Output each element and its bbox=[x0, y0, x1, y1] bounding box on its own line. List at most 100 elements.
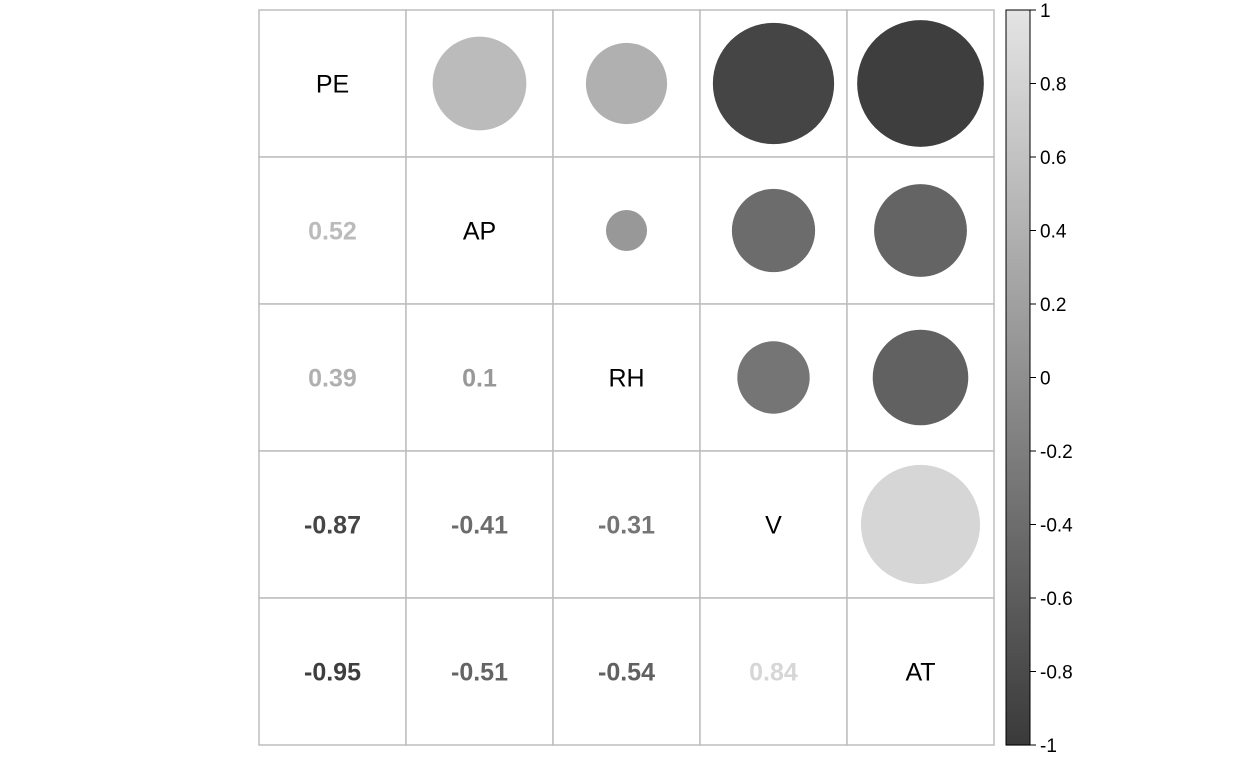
colorbar-gradient-segment bbox=[1006, 149, 1030, 154]
colorbar-gradient-segment bbox=[1006, 620, 1030, 625]
colorbar-gradient-segment bbox=[1006, 557, 1030, 562]
colorbar-tick-label: 0.4 bbox=[1040, 222, 1067, 243]
correlation-value-label: -0.95 bbox=[304, 659, 361, 687]
correlation-circle bbox=[860, 464, 981, 585]
colorbar-gradient-segment bbox=[1006, 498, 1030, 504]
colorbar-gradient-segment bbox=[1006, 105, 1030, 110]
colorbar-gradient-segment bbox=[1006, 344, 1030, 349]
colorbar-gradient-segment bbox=[1006, 568, 1030, 573]
correlation-value-label: -0.31 bbox=[598, 512, 655, 540]
colorbar-gradient-segment bbox=[1006, 517, 1030, 522]
colorbar-gradient-segment bbox=[1006, 609, 1030, 614]
colorbar-gradient-segment bbox=[1006, 61, 1030, 66]
colorbar-gradient-segment bbox=[1006, 90, 1030, 96]
colorbar-gradient-segment bbox=[1006, 311, 1030, 316]
colorbar-gradient-segment bbox=[1006, 443, 1030, 448]
colorbar-gradient-segment bbox=[1006, 697, 1030, 702]
colorbar-tick-label: 0.8 bbox=[1040, 75, 1066, 96]
colorbar-gradient-segment bbox=[1006, 348, 1030, 353]
colorbar-gradient-segment bbox=[1006, 186, 1030, 191]
colorbar-gradient-segment bbox=[1006, 289, 1030, 294]
colorbar-tick-label: 1 bbox=[1040, 1, 1051, 22]
colorbar-gradient-segment bbox=[1006, 586, 1030, 592]
colorbar-gradient-segment bbox=[1006, 98, 1030, 103]
correlation-value-label: -0.41 bbox=[451, 512, 508, 540]
colorbar-gradient-segment bbox=[1006, 263, 1030, 268]
colorbar-gradient-segment bbox=[1006, 157, 1030, 162]
colorbar-gradient-segment bbox=[1006, 145, 1030, 151]
colorbar-gradient-segment bbox=[1006, 57, 1030, 63]
colorbar-gradient-segment bbox=[1006, 686, 1030, 691]
colorbar-gradient-segment bbox=[1006, 190, 1030, 195]
colorbar-gradient-segment bbox=[1006, 39, 1030, 44]
colorbar-gradient-segment bbox=[1006, 550, 1030, 555]
colorbar-gradient-segment bbox=[1006, 682, 1030, 687]
colorbar-gradient-segment bbox=[1006, 638, 1030, 643]
colorbar-gradient-segment bbox=[1006, 79, 1030, 85]
colorbar-gradient-segment bbox=[1006, 212, 1030, 217]
colorbar-gradient-segment bbox=[1006, 711, 1030, 717]
colorbar-gradient-segment bbox=[1006, 583, 1030, 588]
colorbar-gradient-segment bbox=[1006, 219, 1030, 224]
colorbar-gradient-segment bbox=[1006, 120, 1030, 125]
colorbar-gradient-segment bbox=[1006, 142, 1030, 147]
colorbar-gradient-segment bbox=[1006, 270, 1030, 276]
colorbar-gradient-segment bbox=[1006, 649, 1030, 654]
correlation-circle bbox=[737, 341, 810, 414]
colorbar-gradient-segment bbox=[1006, 403, 1030, 408]
variable-label: V bbox=[765, 512, 782, 540]
colorbar-tick-label: -0.4 bbox=[1040, 516, 1073, 537]
colorbar-gradient-segment bbox=[1006, 414, 1030, 419]
colorbar-gradient-segment bbox=[1006, 417, 1030, 423]
matrix-cell bbox=[405, 303, 554, 452]
colorbar-gradient-segment bbox=[1006, 495, 1030, 500]
colorbar-gradient-segment bbox=[1006, 598, 1030, 603]
correlation-circle bbox=[874, 184, 967, 277]
colorbar-gradient-segment bbox=[1006, 741, 1030, 746]
colorbar-gradient-segment bbox=[1006, 131, 1030, 136]
colorbar-gradient-segment bbox=[1006, 226, 1030, 232]
matrix-cell bbox=[258, 156, 407, 305]
correlation-circle bbox=[605, 209, 648, 252]
colorbar-gradient-segment bbox=[1006, 54, 1030, 59]
colorbar-gradient-segment bbox=[1006, 381, 1030, 386]
colorbar-gradient-segment bbox=[1006, 32, 1030, 37]
colorbar-gradient-segment bbox=[1006, 737, 1030, 742]
colorbar-gradient-segment bbox=[1006, 237, 1030, 243]
colorbar-gradient-segment bbox=[1006, 612, 1030, 617]
colorbar-gradient-segment bbox=[1006, 362, 1030, 368]
colorbar-gradient-segment bbox=[1006, 388, 1030, 393]
colorbar-gradient-segment bbox=[1006, 473, 1030, 478]
colorbar-tick-label: -0.8 bbox=[1040, 663, 1073, 684]
colorbar-gradient-segment bbox=[1006, 454, 1030, 459]
colorbar-gradient-segment bbox=[1006, 50, 1030, 55]
colorbar-gradient-segment bbox=[1006, 76, 1030, 81]
correlation-value-label: -0.54 bbox=[598, 659, 655, 687]
colorbar-gradient-segment bbox=[1006, 318, 1030, 323]
colorbar-gradient-segment bbox=[1006, 241, 1030, 246]
matrix-cell bbox=[552, 450, 701, 599]
correlation-circle bbox=[872, 329, 969, 426]
matrix-cell bbox=[258, 597, 407, 746]
colorbar-gradient-segment bbox=[1006, 675, 1030, 680]
colorbar-gradient-segment bbox=[1006, 542, 1030, 548]
colorbar-gradient-segment bbox=[1006, 43, 1030, 48]
colorbar-gradient-segment bbox=[1006, 469, 1030, 474]
colorbar-gradient-segment bbox=[1006, 307, 1030, 312]
colorbar-gradient-segment bbox=[1006, 252, 1030, 257]
matrix-cell bbox=[552, 597, 701, 746]
colorbar-gradient-segment bbox=[1006, 480, 1030, 485]
colorbar-gradient-segment bbox=[1006, 164, 1030, 169]
colorbar-gradient-segment bbox=[1006, 627, 1030, 632]
correlation-value-label: -0.87 bbox=[304, 512, 361, 540]
colorbar-gradient-segment bbox=[1006, 285, 1030, 290]
colorbar-gradient-segment bbox=[1006, 10, 1030, 15]
colorbar-gradient-segment bbox=[1006, 719, 1030, 724]
colorbar-gradient-segment bbox=[1006, 359, 1030, 364]
colorbar-tick-label: -0.6 bbox=[1040, 589, 1073, 610]
colorbar-gradient-segment bbox=[1006, 406, 1030, 412]
colorbar-gradient-segment bbox=[1006, 175, 1030, 180]
colorbar-gradient-segment bbox=[1006, 656, 1030, 662]
colorbar-gradient-segment bbox=[1006, 462, 1030, 467]
colorbar-gradient-segment bbox=[1006, 351, 1030, 357]
